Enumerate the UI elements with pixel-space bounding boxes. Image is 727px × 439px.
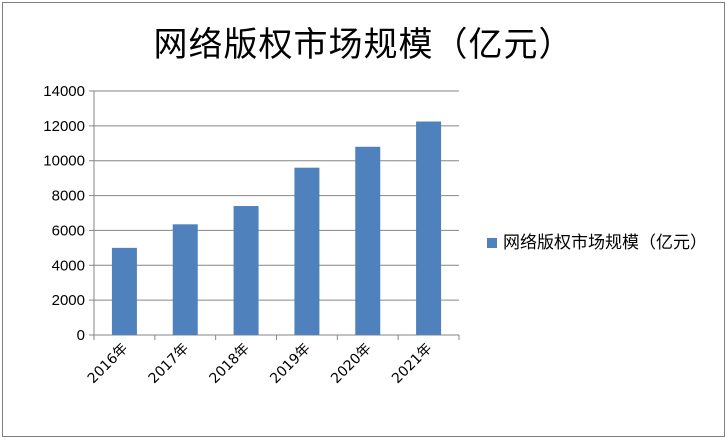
y-tick-label: 6000 <box>52 222 85 239</box>
bar <box>416 121 442 335</box>
x-tick-label: 2021年 <box>389 341 435 387</box>
y-tick-label: 4000 <box>52 257 85 274</box>
y-tick-label: 2000 <box>52 292 85 309</box>
bar <box>355 146 381 335</box>
x-tick-label: 2016年 <box>85 341 131 387</box>
x-tick-label: 2018年 <box>206 341 252 387</box>
bar <box>233 206 259 335</box>
chart-title: 网络版权市场规模（亿元） <box>153 25 574 65</box>
y-tick-label: 14000 <box>43 83 85 100</box>
x-tick-label: 2019年 <box>267 341 313 387</box>
chart-plot: 0 2000 4000 6000 8000 10000 12000 14000 2016年 201… <box>43 83 460 387</box>
bar <box>294 167 320 335</box>
y-tick-label: 10000 <box>43 153 85 170</box>
legend: 网络版权市场规模（亿元） <box>487 230 717 257</box>
bar <box>111 247 137 335</box>
y-tick-label: 0 <box>77 327 85 344</box>
legend-swatch <box>487 238 497 248</box>
y-tick-label: 12000 <box>43 118 85 135</box>
x-tick-label: 2020年 <box>328 341 374 387</box>
bar <box>172 224 198 335</box>
y-tick-label: 8000 <box>52 188 85 205</box>
x-tick-label: 2017年 <box>146 341 192 387</box>
legend-label: 网络版权市场规模（亿元） <box>503 233 707 253</box>
